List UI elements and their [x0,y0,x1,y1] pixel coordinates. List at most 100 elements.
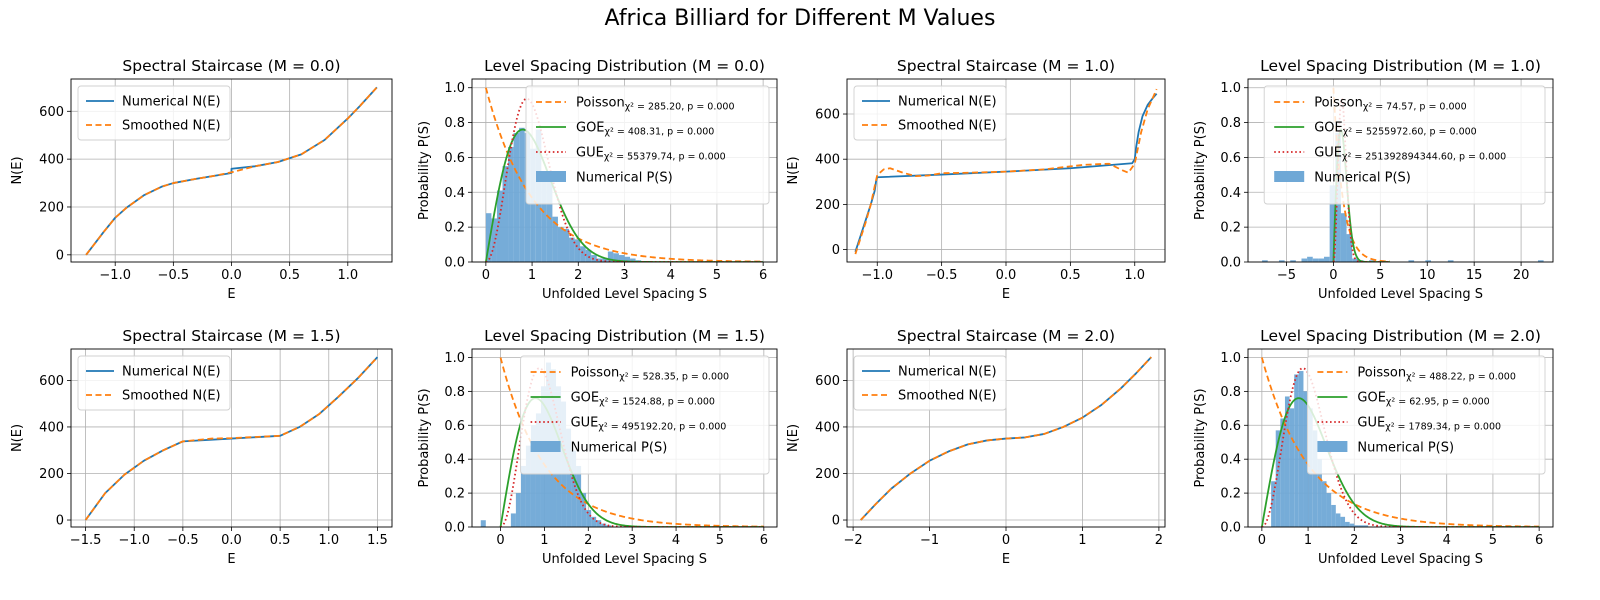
legend: Numerical N(E) Smoothed N(E) [853,85,1007,141]
poisson-curve [1332,87,1390,262]
subplot-title: Spectral Staircase (M = 1.0) [897,57,1115,75]
hist-bar [496,190,503,262]
y-tick-label: 0.6 [444,151,465,166]
legend-stat: χ² = 488.22, p = 0.000 [1406,372,1516,383]
y-tick-label: 1.0 [444,81,465,96]
hist-bar [1354,525,1359,527]
plot-area [84,356,379,521]
hist-bar [502,166,509,262]
hist-bar [1289,408,1295,527]
legend-label: Smoothed N(E) [898,389,997,404]
hist-bar [1278,260,1285,262]
x-tick-label: 5 [1489,533,1497,548]
x-tick-label: 4 [1443,533,1451,548]
subplot-7: −2 −1 0 1 2 0 200 400 600 Spectral Staircase (M =… [786,327,1166,567]
subplot-4: −5 0 5 10 15 20 0.0 0.2 0.4 0.6 0.8 1.0 Level Spacin… [1193,57,1554,302]
x-axis-label: Unfolded Level Spacing S [1318,552,1483,567]
x-tick-label: 1.0 [318,533,339,548]
hist-bar [591,516,597,527]
x-tick-label: 2 [574,268,582,283]
y-tick-label: 1.0 [1220,81,1241,96]
hist-bar [525,445,531,527]
x-tick-label: −0.5 [167,533,199,548]
hist-bar [574,239,581,262]
y-tick-label: 0.8 [1220,116,1241,131]
axes-frame [1247,78,1554,263]
hist-bar [624,256,631,262]
y-tick-label: 600 [39,105,64,120]
legend-handle-patch [1274,171,1305,182]
hist-bar [1352,258,1358,262]
legend-box [853,85,1007,141]
legend-box [853,355,1007,411]
y-tick-label: 400 [815,153,840,168]
y-tick-label: 0.8 [444,385,465,400]
hist-bar [596,258,603,262]
hist-bar [1312,258,1319,262]
hist-bar [602,258,608,262]
x-axis-label: E [1002,552,1010,567]
hist-bar [1303,391,1309,527]
legend-box [525,85,770,205]
hist-bar [1346,234,1353,262]
legend: Numerical N(E) Smoothed N(E) [77,355,231,411]
x-tick-label: 6 [759,268,767,283]
x-tick-label: 3 [620,268,628,283]
hist-bar [1290,260,1296,262]
hist-bar [571,450,577,527]
legend-stat: χ² = 1789.34, p = 0.000 [1385,422,1501,433]
hist-bar [596,520,602,527]
y-tick-label: 0.4 [444,453,465,468]
hist-bar [1358,525,1364,527]
legend-label: Numerical P(S) [1314,171,1411,186]
x-tick-label: 1 [540,533,548,548]
x-tick-label: 5 [1376,268,1384,283]
x-tick-label: −1.0 [861,268,893,283]
hist-bar [1331,504,1336,527]
y-tick-label: 600 [815,108,840,123]
y-tick-label: 0.4 [1220,186,1241,201]
hist-bar [1447,260,1454,262]
y-tick-label: 0.4 [444,186,465,201]
hist-bar [1425,260,1431,262]
legend-stat: χ² = 1524.88, p = 0.000 [599,397,715,408]
hist-bar [607,251,614,262]
subplot-title: Level Spacing Distribution (M = 2.0) [1260,327,1541,345]
plot-area [860,356,1152,521]
hist-bar [515,493,521,527]
legend-stat: χ² = 5255972.60, p = 0.000 [1343,127,1477,138]
hist-bar [569,237,575,262]
x-tick-label: 6 [760,533,768,548]
hist-bar [576,465,582,527]
plot-area [85,86,378,256]
y-tick-label: 0.8 [444,116,465,131]
hist-bar [1262,260,1268,262]
y-tick-label: 200 [39,200,64,215]
x-tick-label: −0.5 [926,268,958,283]
hist-bar [563,228,570,262]
hist-bar [520,465,526,527]
legend-box [1263,85,1546,205]
legend-stat: χ² = 528.35, p = 0.000 [619,372,729,383]
legend-handle-patch [530,441,561,452]
hist-bar [1294,374,1299,527]
hist-bar [510,513,516,527]
hist-bar [519,127,525,262]
legend-stat: χ² = 285.20, p = 0.000 [625,102,735,113]
y-axis-label: Probability P(S) [417,388,432,487]
y-tick-label: 400 [39,420,64,435]
hist-bar [585,249,592,262]
hist-bar [1340,516,1346,527]
x-tick-label: 1.0 [1124,268,1145,283]
hist-bar [1537,260,1544,262]
y-axis-label: Probability P(S) [417,121,432,220]
x-tick-label: 0.0 [996,268,1017,283]
smoothed-line [85,86,378,256]
hist-bar [491,218,497,262]
hist-bar [485,213,492,262]
legend-label: Smoothed N(E) [122,389,221,404]
legend-label: Numerical N(E) [122,95,221,110]
x-tick-label: 10 [1419,268,1436,283]
legend-box [520,355,770,475]
